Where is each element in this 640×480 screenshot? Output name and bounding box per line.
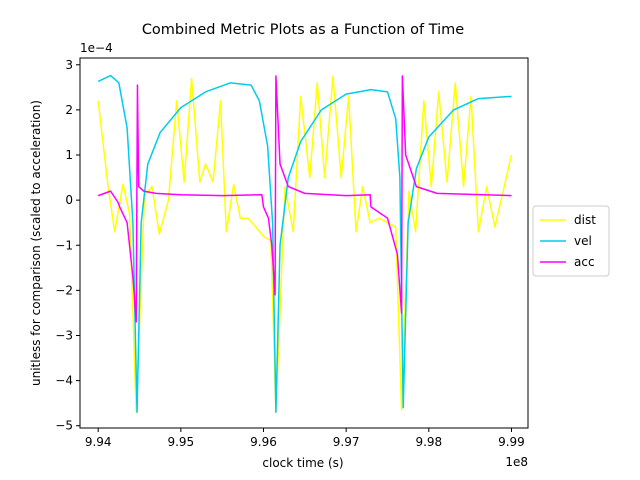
legend-box [532,205,610,277]
plot-frame [79,57,529,429]
x-tick-label: 9.97 [333,435,360,449]
y-tick-label: −2 [55,283,73,297]
series-line-vel [97,74,512,413]
x-tick-label: 9.96 [250,435,277,449]
x-axis-label: clock time (s) [262,456,343,470]
series-layer [97,74,513,413]
y-tick-label: 2 [65,103,73,117]
x-axis: 9.94 9.95 9.96 9.97 9.98 9.99 [85,428,525,449]
y-tick-label: −1 [55,238,73,252]
y-axis: 3 2 1 0 −1 −2 −3 −4 −5 [55,58,80,433]
x-tick-label: 9.95 [167,435,194,449]
legend-label-dist: dist [574,213,596,227]
y-tick-label: 0 [65,193,73,207]
legend-label-acc: acc [574,255,595,269]
y-tick-label: −5 [55,419,73,433]
y-tick-label: −3 [55,329,73,343]
y-axis-label: unitless for comparison (scaled to accel… [29,100,43,386]
legend-label-vel: vel [574,234,592,248]
legend: dist vel acc [532,205,610,277]
x-tick-label: 9.94 [85,435,112,449]
chart-title: Combined Metric Plots as a Function of T… [142,22,464,38]
y-tick-label: 1 [65,148,73,162]
x-axis-offset-label: 1e8 [505,455,528,469]
y-tick-label: −4 [55,374,73,388]
x-tick-label: 9.99 [498,435,525,449]
x-tick-label: 9.98 [415,435,442,449]
y-axis-offset-label: 1e−4 [80,41,113,55]
y-tick-label: 3 [65,58,73,72]
series-line-dist [97,75,513,413]
series-line-acc [97,75,512,323]
